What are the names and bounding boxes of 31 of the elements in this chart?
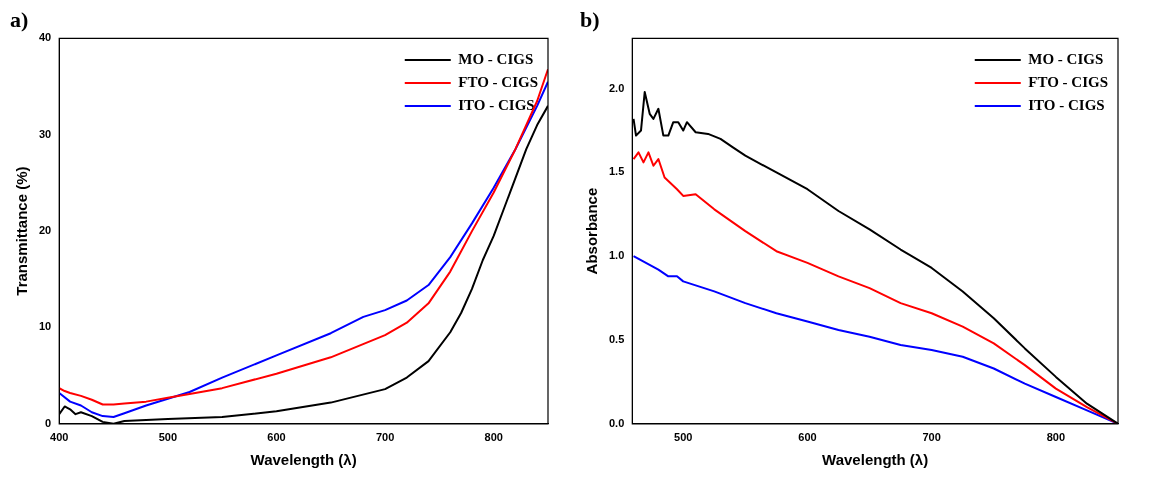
y-tick-label: 1.5 — [608, 165, 625, 178]
x-tick-label: 800 — [1046, 431, 1066, 444]
y-tick-label: 40 — [38, 31, 52, 44]
chart-title: a) — [10, 6, 29, 32]
x-axis-title: Wavelength (λ) — [822, 451, 929, 469]
y-axis-title: Transmittance (%) — [13, 166, 31, 296]
chart-title: b) — [580, 6, 600, 32]
y-tick-label: 0.0 — [608, 416, 625, 429]
y-tick-label: 30 — [38, 127, 52, 140]
legend-label: FTO - CIGS — [1028, 73, 1109, 90]
y-tick-label: 0.5 — [608, 333, 625, 346]
y-tick-label: 10 — [38, 320, 52, 333]
legend-label: MO - CIGS — [458, 50, 534, 67]
legend-label: FTO - CIGS — [458, 73, 539, 90]
y-axis-title: Absorbance — [583, 187, 601, 275]
y-tick-label: 1.0 — [608, 249, 625, 262]
legend-label: ITO - CIGS — [458, 96, 535, 113]
x-tick-label: 600 — [267, 431, 286, 444]
y-tick-label: 2.0 — [608, 81, 625, 94]
y-tick-label: 0 — [45, 416, 52, 429]
x-tick-label: 800 — [484, 431, 503, 444]
legend-label: MO - CIGS — [1028, 50, 1104, 67]
x-tick-label: 600 — [798, 431, 817, 444]
x-tick-label: 700 — [375, 431, 395, 444]
legend-label: ITO - CIGS — [1028, 96, 1105, 113]
x-tick-label: 500 — [158, 431, 178, 444]
x-tick-label: 700 — [922, 431, 941, 444]
x-tick-label: 400 — [50, 431, 69, 444]
x-tick-label: 500 — [674, 431, 693, 444]
x-axis-title: Wavelength (λ) — [250, 451, 357, 469]
y-tick-label: 20 — [38, 224, 52, 237]
